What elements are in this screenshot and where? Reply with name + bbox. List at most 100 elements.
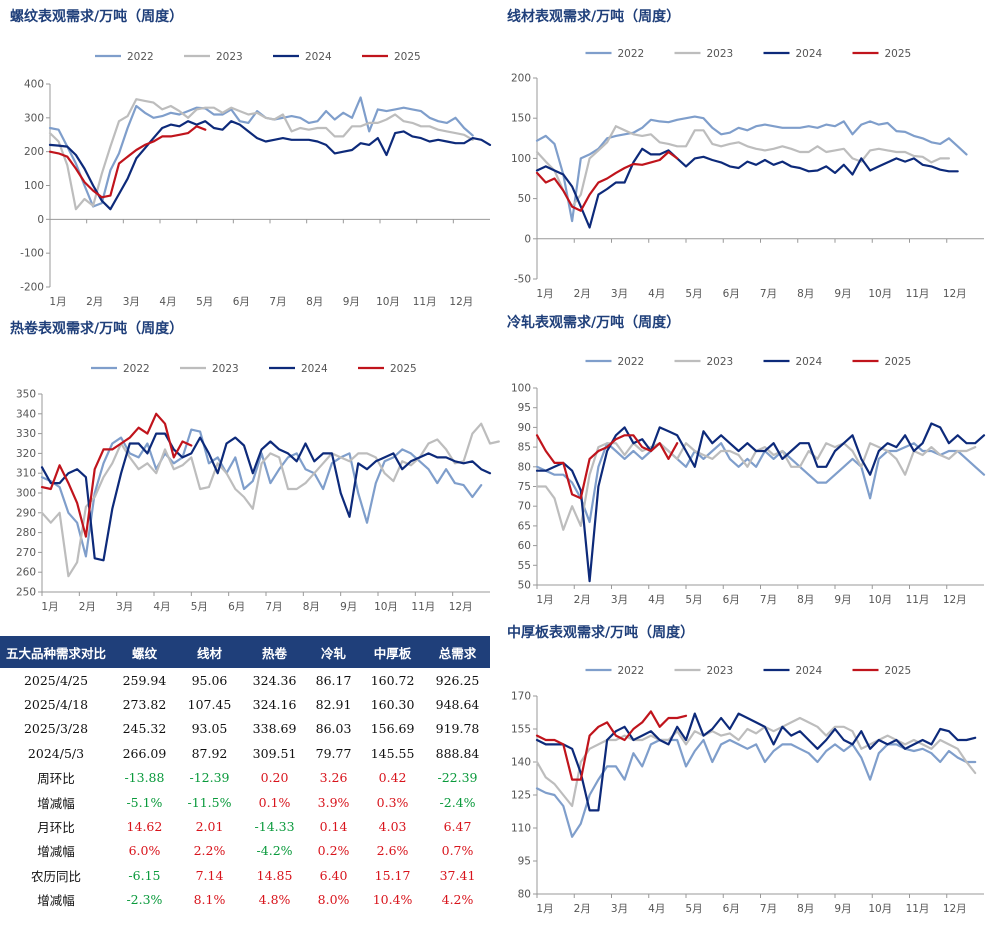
x-tick-label: 3月 bbox=[611, 594, 628, 606]
y-tick-label: 60 bbox=[518, 540, 531, 552]
x-tick-label: 1月 bbox=[536, 903, 553, 915]
table-cell: 0.2% bbox=[317, 843, 350, 859]
table-cell: 3.26 bbox=[319, 770, 348, 786]
y-tick-label: 200 bbox=[24, 146, 44, 158]
x-tick-label: 2月 bbox=[574, 903, 591, 915]
series-line-2023 bbox=[535, 125, 950, 208]
row-label: 增减幅 bbox=[37, 893, 75, 909]
row-label: 月环比 bbox=[37, 820, 75, 836]
series-line-2024 bbox=[535, 422, 986, 583]
x-tick-label: 1月 bbox=[536, 288, 553, 300]
legend-label: 2024 bbox=[301, 363, 328, 375]
legend-label: 2022 bbox=[123, 363, 150, 375]
y-tick-label: 280 bbox=[16, 527, 36, 539]
x-tick-label: 8月 bbox=[306, 296, 323, 308]
y-tick-label: 65 bbox=[518, 520, 531, 532]
y-tick-label: 260 bbox=[16, 567, 36, 579]
x-tick-label: 6月 bbox=[233, 296, 250, 308]
row-label: 2025/3/28 bbox=[23, 721, 89, 737]
x-tick-label: 6月 bbox=[723, 594, 740, 606]
legend-label: 2023 bbox=[216, 51, 243, 63]
legend-label: 2022 bbox=[618, 665, 645, 677]
legend-label: 2024 bbox=[796, 356, 823, 368]
chart-title: 热卷表观需求/万吨（周度） bbox=[10, 321, 184, 337]
x-tick-label: 2月 bbox=[574, 288, 591, 300]
series-line-2022 bbox=[535, 442, 986, 524]
wire-chart-panel: 线材表观需求/万吨（周度） -50 0 50 100 150 200 1月 2月 3月 4月 5月 6… bbox=[507, 6, 997, 306]
x-tick-label: 11月 bbox=[906, 594, 930, 606]
y-tick-label: 70 bbox=[518, 501, 531, 513]
y-tick-label: 300 bbox=[24, 112, 44, 124]
x-tick-label: 2月 bbox=[79, 601, 96, 613]
legend-label: 2023 bbox=[707, 356, 734, 368]
row-label: 周环比 bbox=[37, 771, 75, 787]
series-line-2022 bbox=[535, 115, 968, 223]
x-tick-label: 5月 bbox=[196, 296, 213, 308]
table-cell: 948.64 bbox=[435, 697, 480, 713]
table-cell: 6.0% bbox=[128, 843, 161, 859]
y-tick-label: 90 bbox=[518, 422, 531, 434]
x-tick-label: 7月 bbox=[760, 288, 777, 300]
y-tick-label: 95 bbox=[518, 402, 531, 414]
x-tick-label: 10月 bbox=[868, 288, 892, 300]
x-tick-label: 8月 bbox=[797, 594, 814, 606]
x-tick-label: 6月 bbox=[228, 601, 245, 613]
x-tick-label: 11月 bbox=[906, 903, 930, 915]
table-row: 月环比 14.62 2.01 -14.33 0.14 4.03 6.47 bbox=[0, 814, 490, 838]
x-tick-label: 9月 bbox=[834, 288, 851, 300]
x-tick-label: 12月 bbox=[449, 601, 473, 613]
table-cell: 338.69 bbox=[252, 721, 297, 737]
table-cell: 259.94 bbox=[122, 672, 167, 688]
x-tick-label: 1月 bbox=[536, 594, 553, 606]
table-cell: 156.69 bbox=[370, 721, 415, 737]
x-tick-label: 7月 bbox=[269, 296, 286, 308]
y-tick-label: 0 bbox=[37, 214, 44, 226]
x-tick-label: 11月 bbox=[411, 601, 435, 613]
y-tick-label: 200 bbox=[511, 73, 531, 85]
table-cell: 245.32 bbox=[122, 721, 167, 737]
table-row: 增减幅 6.0% 2.2% -4.2% 0.2% 2.6% 0.7% bbox=[0, 839, 490, 863]
table-cell: 160.30 bbox=[370, 697, 415, 713]
table-header: 中厚板 bbox=[360, 636, 426, 668]
y-tick-label: 270 bbox=[16, 547, 36, 559]
series-line-2025 bbox=[535, 150, 679, 212]
x-tick-label: 8月 bbox=[797, 288, 814, 300]
table-header: 总需求 bbox=[425, 636, 490, 668]
table-row: 2025/3/28 245.32 93.05 338.69 86.03 156.69 919… bbox=[0, 717, 490, 741]
legend-label: 2025 bbox=[390, 363, 417, 375]
table-cell: 0.1% bbox=[258, 794, 291, 810]
table-cell: 0.42 bbox=[378, 770, 407, 786]
table-row: 2025/4/25 259.94 95.06 324.36 86.17 160.72 926… bbox=[0, 668, 490, 692]
x-tick-label: 10月 bbox=[374, 601, 398, 613]
y-tick-label: 320 bbox=[16, 448, 36, 460]
table-cell: 2.2% bbox=[193, 843, 226, 859]
table-cell: 0.14 bbox=[319, 819, 348, 835]
y-tick-label: 55 bbox=[518, 560, 531, 572]
row-label: 2024/5/3 bbox=[27, 745, 85, 761]
x-tick-label: 10月 bbox=[376, 296, 400, 308]
table-cell: 324.36 bbox=[252, 672, 297, 688]
x-tick-label: 2月 bbox=[574, 594, 591, 606]
x-tick-label: 7月 bbox=[760, 903, 777, 915]
row-label: 农历同比 bbox=[30, 868, 81, 884]
x-tick-label: 1月 bbox=[41, 601, 58, 613]
table-cell: 93.05 bbox=[191, 721, 228, 737]
y-tick-label: 125 bbox=[511, 790, 531, 802]
y-tick-label: 250 bbox=[16, 587, 36, 599]
series-line-2025 bbox=[48, 125, 207, 199]
legend-label: 2023 bbox=[707, 665, 734, 677]
series-line-2025 bbox=[40, 412, 193, 538]
table-cell: 0.20 bbox=[260, 770, 289, 786]
table-cell: 4.8% bbox=[258, 892, 291, 908]
table-cell: 107.45 bbox=[187, 697, 232, 713]
table-cell: 79.77 bbox=[315, 745, 352, 761]
table-cell: 145.55 bbox=[370, 745, 415, 761]
table-cell: 82.91 bbox=[315, 697, 352, 713]
series-line-2023 bbox=[40, 422, 500, 578]
table-cell: 86.17 bbox=[315, 672, 352, 688]
table-cell: 10.4% bbox=[372, 892, 413, 908]
x-tick-label: 8月 bbox=[303, 601, 320, 613]
x-tick-label: 7月 bbox=[265, 601, 282, 613]
table-cell: 309.51 bbox=[252, 745, 297, 761]
table-cell: 15.17 bbox=[374, 867, 411, 883]
